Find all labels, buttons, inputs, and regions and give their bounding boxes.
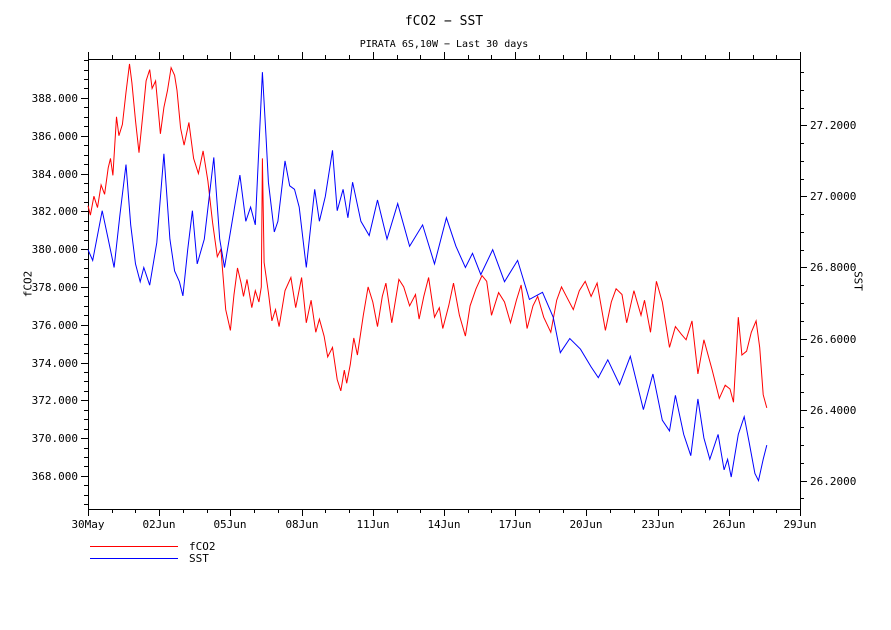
y-right-tick-label: 26.4000 [810,404,856,417]
y-left-tick-label: 372.000 [32,394,78,407]
series-line-sst [87,72,768,483]
y-right-axis-ticks: 26.2000 26.4000 26.6000 26.8000 27.0000 27.20… [800,72,856,499]
x-tick-label: 14Jun [427,518,460,531]
y-axis-right-label: SST [851,271,865,291]
series-line-fco2 [87,63,768,409]
x-tick-label: 11Jun [356,518,389,531]
plot-frame [88,59,801,510]
legend-item-sst: SST [90,553,216,564]
y-left-tick-label: 374.000 [32,357,78,370]
y-left-tick-label: 370.000 [32,432,78,445]
y-right-tick-label: 27.2000 [810,119,856,132]
x-tick-label: 02Jun [142,518,175,531]
x-tick-label: 20Jun [569,518,602,531]
y-left-tick-label: 382.000 [32,205,78,218]
y-left-tick-label: 376.000 [32,319,78,332]
y-left-tick-label: 384.000 [32,168,78,181]
x-tick-label: 23Jun [641,518,674,531]
x-tick-label: 29Jun [783,518,816,531]
y-right-tick-label: 26.6000 [810,333,856,346]
x-tick-label: 26Jun [712,518,745,531]
y-left-tick-label: 386.000 [32,130,78,143]
legend-label-fco2: fCO2 [189,540,216,553]
legend-label-sst: SST [189,552,209,565]
y-left-axis-ticks: 368.000 370.000 372.000 374.000 376.000 378.0… [32,60,88,505]
x-tick-label: 17Jun [498,518,531,531]
y-left-tick-label: 380.000 [32,243,78,256]
y-right-tick-label: 26.2000 [810,475,856,488]
legend: fCO2 SST [90,541,216,565]
x-axis-ticks: 30May 02Jun 05Jun 08Jun 11Jun 14Jun 17Jun 20Jun… [71,52,817,531]
chart-title: fCO2 − SST [404,14,484,29]
legend-item-fco2: fCO2 [90,541,216,552]
x-tick-label: 30May [71,518,104,531]
y-right-tick-label: 27.0000 [810,190,856,203]
sst-line-swatch [90,558,178,559]
y-left-tick-label: 378.000 [32,281,78,294]
y-left-tick-label: 368.000 [32,470,78,483]
fco2-line-swatch [90,546,178,547]
y-left-tick-label: 388.000 [32,92,78,105]
y-right-tick-label: 26.8000 [810,261,856,274]
chart-subtitle: PIRATA 6S,10W − Last 30 days [359,39,529,50]
y-axis-left-label: fCO2 [21,270,35,298]
x-tick-label: 08Jun [285,518,318,531]
x-tick-label: 05Jun [213,518,246,531]
